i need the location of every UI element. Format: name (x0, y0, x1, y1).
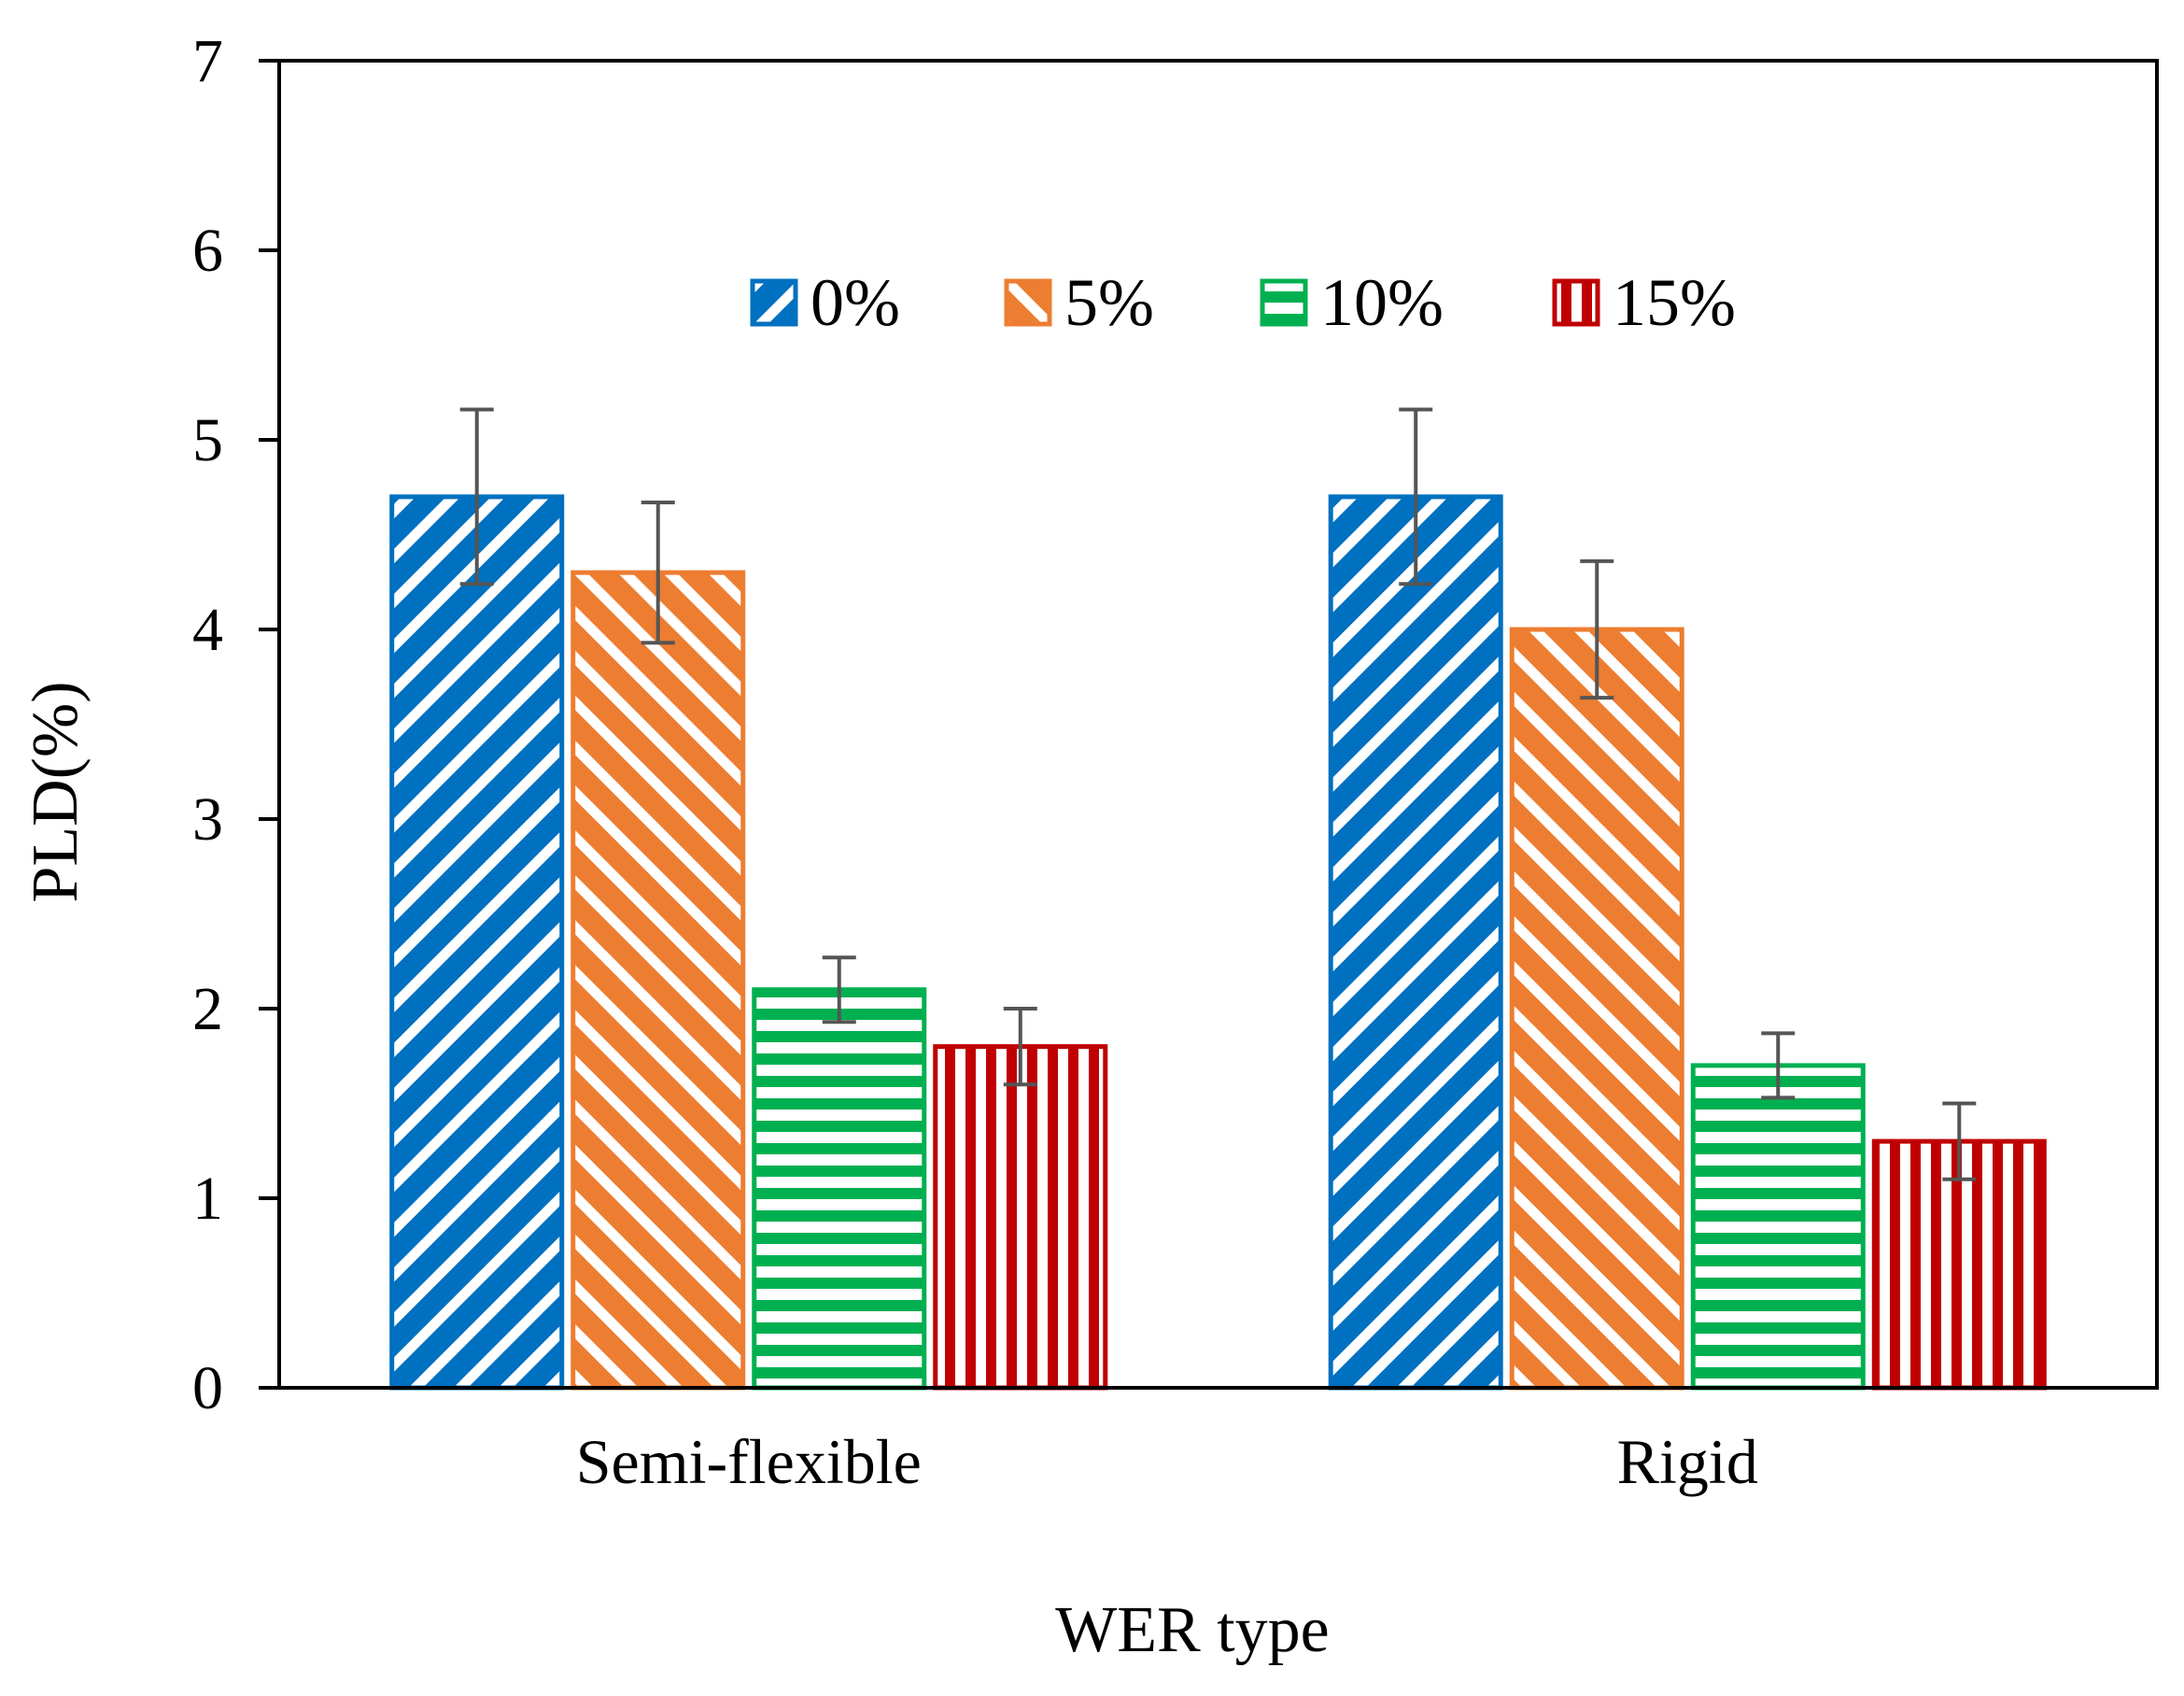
y-tick-label: 6 (192, 217, 223, 285)
legend-swatch-5 (1004, 278, 1052, 327)
plot-area-frame (277, 59, 2159, 1390)
y-axis-title: PLD(%) (20, 681, 92, 902)
legend-swatch-15 (1552, 278, 1600, 327)
bar-semi-flexible-10 (752, 987, 927, 1391)
bar-semi-flexible-5 (571, 570, 746, 1391)
y-tick-label: 3 (192, 785, 223, 854)
x-category-label-semi-flexible: Semi-flexible (576, 1426, 922, 1497)
error-bars-layer (459, 407, 1977, 1181)
y-tick-label: 5 (192, 406, 223, 474)
y-tick-label: 7 (192, 27, 223, 95)
legend-label-15: 15% (1613, 265, 1736, 340)
legend-label-0: 0% (810, 265, 900, 340)
legend: 0% 5% 10% 15% (750, 265, 1736, 340)
legend-label-5: 5% (1064, 265, 1154, 340)
y-tick-label: 1 (192, 1165, 223, 1233)
x-axis-title: WER type (1055, 1594, 1330, 1666)
y-tick-label: 0 (192, 1354, 223, 1422)
y-tick-label: 4 (192, 596, 223, 664)
x-category-label-rigid: Rigid (1617, 1426, 1758, 1497)
bar-rigid-5 (1509, 627, 1684, 1391)
bar-rigid-15 (1871, 1138, 2047, 1391)
x-axis: Semi-flexible Rigid (576, 1426, 1758, 1497)
bar-semi-flexible-15 (933, 1044, 1108, 1391)
legend-swatch-0 (750, 278, 798, 327)
bar-rigid-0 (1328, 494, 1503, 1391)
bar-rigid-10 (1690, 1063, 1866, 1391)
legend-label-10: 10% (1320, 265, 1444, 340)
bar-semi-flexible-0 (389, 494, 565, 1391)
y-tick-label: 2 (192, 975, 223, 1043)
bars-layer (389, 494, 2047, 1391)
y-axis: 0 1 2 3 4 5 6 7 (192, 27, 279, 1422)
legend-swatch-10 (1260, 278, 1308, 327)
